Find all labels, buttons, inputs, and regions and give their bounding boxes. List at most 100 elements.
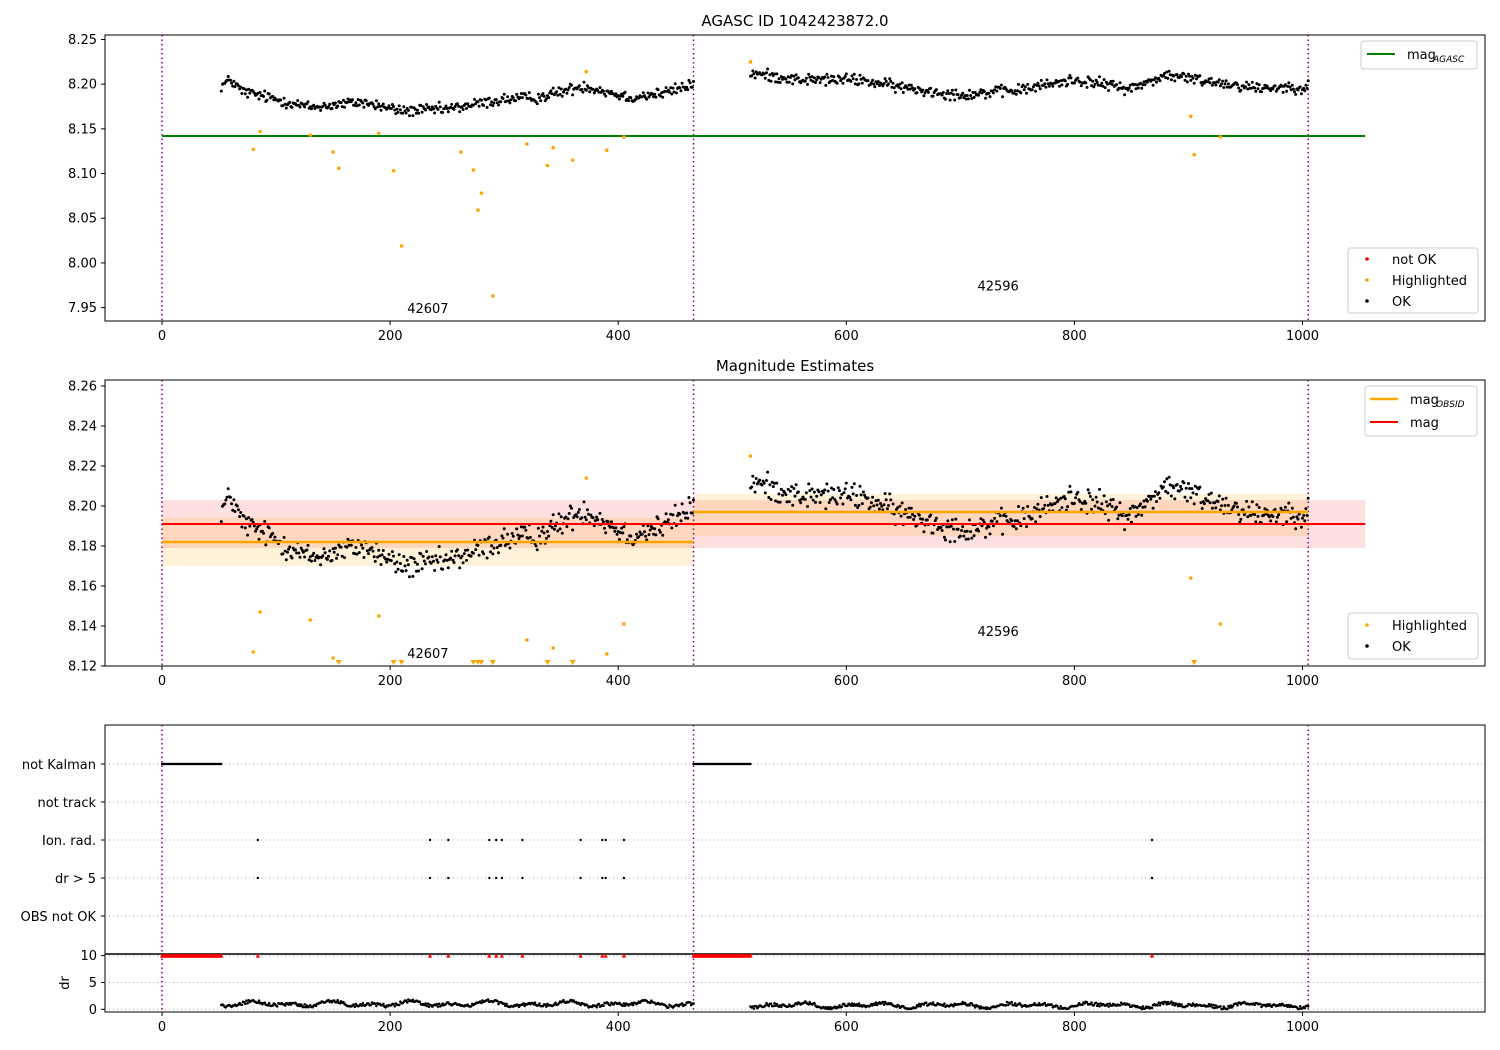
dr-point (1097, 1002, 1100, 1006)
ok-point (1209, 76, 1213, 80)
ok-point (809, 495, 813, 499)
ok-point (1291, 87, 1295, 91)
ok-point (346, 537, 350, 541)
ok-point (849, 79, 853, 83)
ok-point (1111, 79, 1115, 83)
ok-point (1135, 506, 1139, 510)
ok-point (1167, 69, 1171, 73)
obsid-label: 42596 (977, 280, 1018, 295)
ok-point (444, 104, 448, 108)
ok-point (792, 487, 796, 490)
ok-point (584, 88, 588, 92)
ok-point (319, 108, 323, 112)
clipped-point (478, 660, 485, 665)
ok-point (371, 102, 375, 106)
ok-point (1192, 502, 1196, 506)
ok-point (286, 550, 289, 554)
ok-point (371, 549, 375, 553)
ok-point (264, 543, 268, 547)
ok-point (779, 487, 783, 491)
ok-point (524, 528, 528, 532)
ok-point (328, 549, 332, 553)
ok-point (244, 88, 248, 92)
dr-point (505, 1002, 508, 1006)
dr-point (538, 1002, 541, 1005)
dr-point (533, 1001, 537, 1004)
ok-point (501, 536, 505, 540)
ok-point (644, 534, 648, 538)
ok-point (1155, 500, 1158, 503)
ok-point (1185, 80, 1189, 84)
ok-point (859, 77, 863, 81)
dr-clipped-points (159, 953, 1155, 958)
ok-point (1034, 520, 1038, 524)
ok-point (1288, 85, 1292, 89)
ok-point (528, 535, 532, 539)
ok-point (1163, 71, 1166, 75)
ok-point (295, 551, 299, 555)
highlighted-point (251, 650, 256, 654)
dr-point (919, 1005, 922, 1008)
ok-point (1262, 513, 1266, 517)
ok-point (235, 504, 239, 508)
ok-point (1250, 80, 1254, 84)
ok-point (452, 107, 456, 111)
ok-point (1271, 87, 1275, 91)
ok-point (1285, 89, 1289, 93)
ok-point (306, 100, 310, 104)
ok-point (550, 525, 554, 529)
ok-point (599, 90, 603, 94)
ok-point (831, 79, 835, 82)
ok-point (640, 532, 644, 536)
dr-point (648, 1001, 652, 1005)
ok-point (888, 492, 892, 496)
ok-point (1289, 516, 1293, 520)
ok-point (379, 563, 383, 566)
ok-point (784, 77, 788, 81)
ok-point (657, 528, 661, 532)
clipped-point (489, 660, 496, 665)
ok-point (1054, 496, 1058, 500)
ok-point (942, 535, 946, 539)
dr-point (1213, 1006, 1216, 1010)
ok-point (1237, 86, 1241, 90)
ok-point (458, 566, 462, 570)
ok-point (934, 516, 938, 520)
flag-row-label: not track (37, 796, 96, 811)
dr-point (436, 1005, 440, 1008)
ok-point (477, 104, 481, 108)
ok-point (284, 558, 288, 562)
ok-point (288, 545, 292, 549)
dr-point (480, 1001, 483, 1005)
ok-point (584, 518, 588, 522)
dr-point (1158, 1003, 1162, 1007)
ok-point (303, 555, 307, 559)
ok-point (567, 86, 571, 89)
ok-point (1223, 504, 1227, 507)
ok-point (410, 556, 414, 560)
ok-point (913, 514, 917, 518)
ok-point (658, 94, 662, 98)
ok-point (977, 529, 981, 533)
ok-point (1277, 513, 1281, 517)
ok-point (1140, 513, 1144, 517)
ok-point (1169, 78, 1173, 82)
ok-point (541, 525, 545, 529)
ok-point (484, 98, 488, 102)
ok-point (392, 554, 395, 558)
ok-point (236, 84, 240, 88)
ok-point (450, 102, 454, 106)
ok-point (888, 77, 892, 81)
dr-point (392, 1002, 395, 1006)
ok-point (790, 485, 794, 489)
ok-point (906, 515, 910, 519)
ok-point (240, 525, 244, 529)
ok-point (565, 525, 569, 529)
x-tick-label: 200 (378, 674, 403, 689)
ok-point (476, 100, 480, 104)
ok-point (452, 561, 456, 564)
ok-points (219, 67, 1310, 118)
ok-point (1116, 517, 1120, 521)
ok-point (809, 78, 813, 82)
ok-point (775, 481, 779, 485)
